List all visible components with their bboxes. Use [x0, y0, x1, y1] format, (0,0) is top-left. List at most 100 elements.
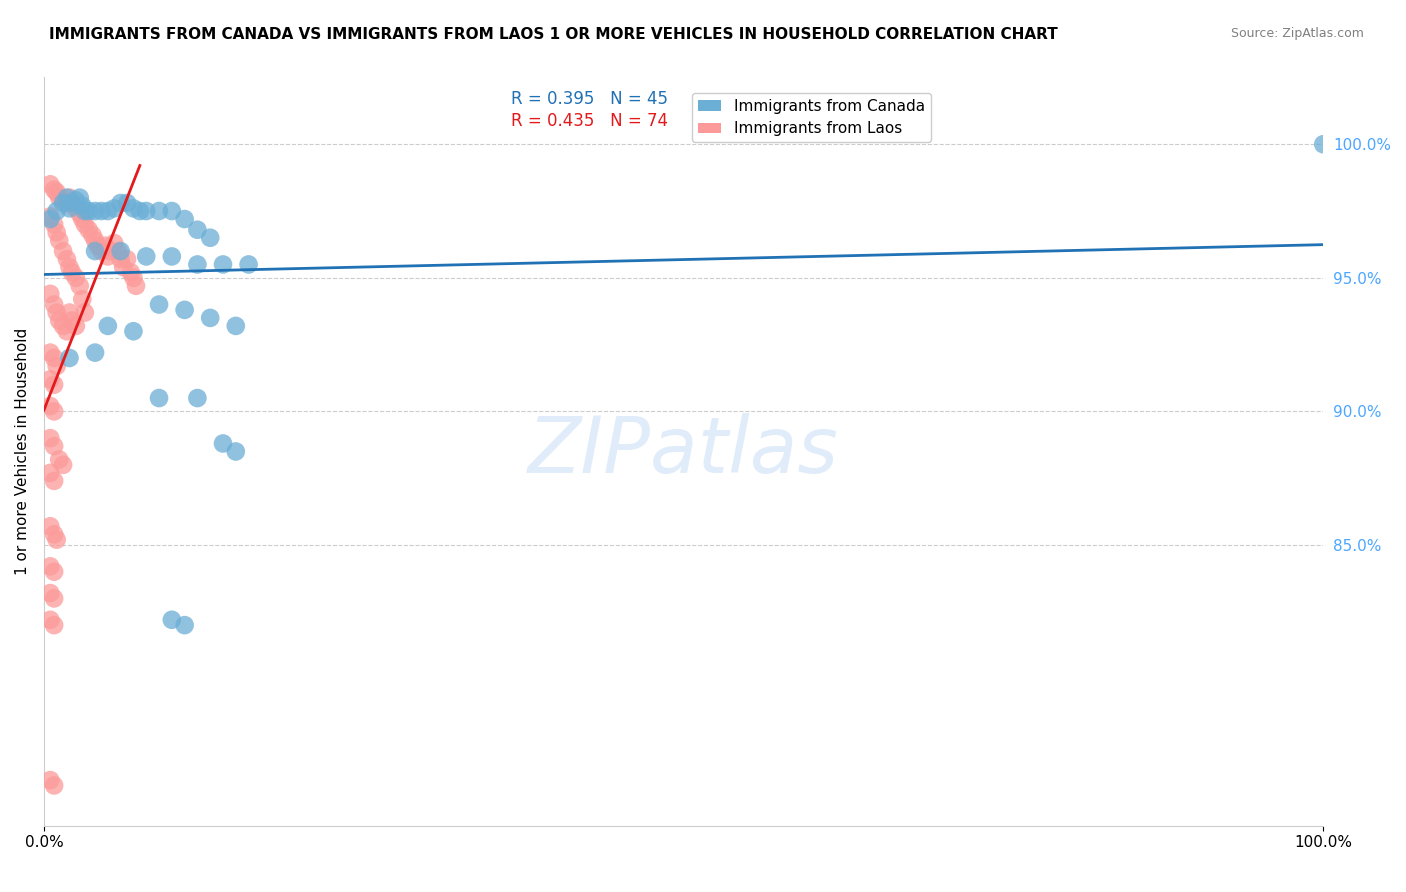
Point — [100, 244, 122, 259]
Point — [84, 244, 107, 259]
Point — [39, 178, 62, 192]
Point — [135, 204, 157, 219]
Point — [73, 204, 96, 219]
Point — [45, 226, 67, 240]
Point — [39, 345, 62, 359]
Point — [115, 252, 138, 266]
Point — [103, 236, 125, 251]
Point — [69, 207, 91, 221]
Point — [65, 194, 87, 208]
Point — [128, 204, 150, 219]
Point — [120, 265, 142, 279]
Point — [60, 196, 83, 211]
Point — [200, 231, 222, 245]
Point — [39, 286, 62, 301]
Point — [148, 204, 170, 219]
Point — [42, 297, 65, 311]
Point — [90, 244, 112, 259]
Point — [42, 439, 65, 453]
Point — [110, 196, 132, 211]
Point — [45, 359, 67, 373]
Text: R = 0.435   N = 74: R = 0.435 N = 74 — [510, 112, 668, 130]
Point — [1312, 137, 1334, 152]
Y-axis label: 1 or more Vehicles in Household: 1 or more Vehicles in Household — [15, 328, 30, 575]
Point — [173, 302, 195, 317]
Point — [103, 202, 125, 216]
Point — [52, 318, 75, 333]
Point — [65, 318, 87, 333]
Point — [45, 186, 67, 200]
Point — [94, 239, 117, 253]
Point — [86, 239, 108, 253]
Point — [60, 196, 83, 211]
Point — [39, 559, 62, 574]
Point — [39, 372, 62, 386]
Point — [90, 204, 112, 219]
Text: IMMIGRANTS FROM CANADA VS IMMIGRANTS FROM LAOS 1 OR MORE VEHICLES IN HOUSEHOLD C: IMMIGRANTS FROM CANADA VS IMMIGRANTS FRO… — [49, 27, 1057, 42]
Point — [39, 586, 62, 600]
Point — [39, 431, 62, 445]
Point — [52, 458, 75, 472]
Point — [107, 244, 129, 259]
Point — [173, 618, 195, 632]
Point — [60, 313, 83, 327]
Point — [42, 618, 65, 632]
Point — [52, 244, 75, 259]
Point — [238, 257, 260, 271]
Point — [58, 202, 80, 216]
Point — [42, 565, 65, 579]
Point — [42, 218, 65, 232]
Point — [110, 252, 132, 266]
Point — [77, 204, 100, 219]
Legend: Immigrants from Canada, Immigrants from Laos: Immigrants from Canada, Immigrants from … — [692, 93, 931, 143]
Point — [69, 191, 91, 205]
Point — [186, 257, 208, 271]
Point — [48, 313, 70, 327]
Point — [48, 234, 70, 248]
Point — [148, 297, 170, 311]
Point — [58, 260, 80, 274]
Point — [39, 519, 62, 533]
Point — [84, 234, 107, 248]
Point — [42, 591, 65, 606]
Point — [39, 613, 62, 627]
Point — [173, 212, 195, 227]
Point — [186, 391, 208, 405]
Point — [122, 270, 145, 285]
Point — [60, 265, 83, 279]
Point — [82, 228, 104, 243]
Point — [39, 210, 62, 224]
Point — [160, 204, 183, 219]
Point — [72, 199, 94, 213]
Point — [56, 252, 79, 266]
Point — [97, 249, 120, 263]
Text: Source: ZipAtlas.com: Source: ZipAtlas.com — [1230, 27, 1364, 40]
Point — [160, 249, 183, 263]
Point — [97, 318, 120, 333]
Point — [52, 194, 75, 208]
Point — [58, 305, 80, 319]
Point — [42, 351, 65, 365]
Point — [225, 318, 247, 333]
Point — [65, 202, 87, 216]
Point — [58, 191, 80, 205]
Point — [110, 244, 132, 259]
Point — [72, 292, 94, 306]
Point — [45, 305, 67, 319]
Point — [58, 351, 80, 365]
Point — [212, 257, 235, 271]
Point — [225, 444, 247, 458]
Point — [84, 345, 107, 359]
Point — [42, 183, 65, 197]
Point — [42, 404, 65, 418]
Point — [200, 310, 222, 325]
Point — [42, 527, 65, 541]
Point — [45, 204, 67, 219]
Point — [72, 212, 94, 227]
Point — [212, 436, 235, 450]
Point — [39, 773, 62, 788]
Point — [115, 196, 138, 211]
Point — [39, 466, 62, 480]
Point — [48, 191, 70, 205]
Point — [77, 223, 100, 237]
